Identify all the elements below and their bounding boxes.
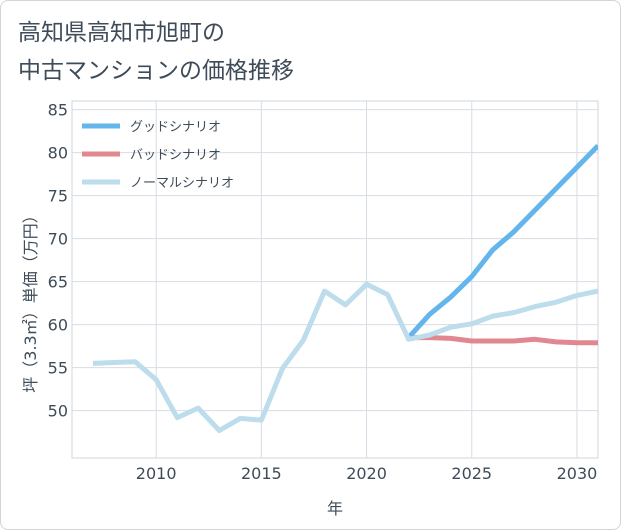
y-tick-label: 75	[48, 187, 68, 206]
y-tick-label: 80	[48, 144, 68, 163]
plot-area	[71, 100, 599, 459]
y-tick-label: 55	[48, 359, 68, 378]
series-line-good	[406, 143, 598, 340]
legend-label: バッドシナリオ	[130, 148, 221, 163]
x-tick-label: 2010	[136, 464, 177, 483]
series-lines	[92, 143, 598, 433]
legend-label: グッドシナリオ	[130, 120, 221, 135]
y-tick-label: 65	[48, 273, 68, 292]
x-tick-label: 2025	[451, 464, 492, 483]
y-tick-label: 50	[48, 402, 68, 421]
x-tick-label: 2015	[241, 464, 282, 483]
y-tick-label: 85	[48, 101, 68, 120]
x-tick-label: 2030	[557, 464, 598, 483]
x-axis-title: 年	[327, 499, 343, 518]
chart-title-line-1: 高知県高知市旭町の	[18, 20, 225, 46]
chart-title-line-2: 中古マンションの価格推移	[18, 58, 294, 84]
x-tick-label: 2020	[346, 464, 387, 483]
y-axis-title: 坪（3.3㎡）単価（万円）	[21, 207, 40, 392]
grid	[72, 101, 598, 458]
series-line-bad	[408, 335, 598, 346]
y-tick-label: 60	[48, 316, 68, 335]
axis-ticks: 2010 2015 2020 2025 2030 50 55 60 65 70 75 80 85	[48, 101, 598, 483]
y-tick-label: 70	[48, 230, 68, 249]
series-line-normal	[92, 281, 598, 433]
legend-label: ノーマルシナリオ	[130, 176, 234, 191]
